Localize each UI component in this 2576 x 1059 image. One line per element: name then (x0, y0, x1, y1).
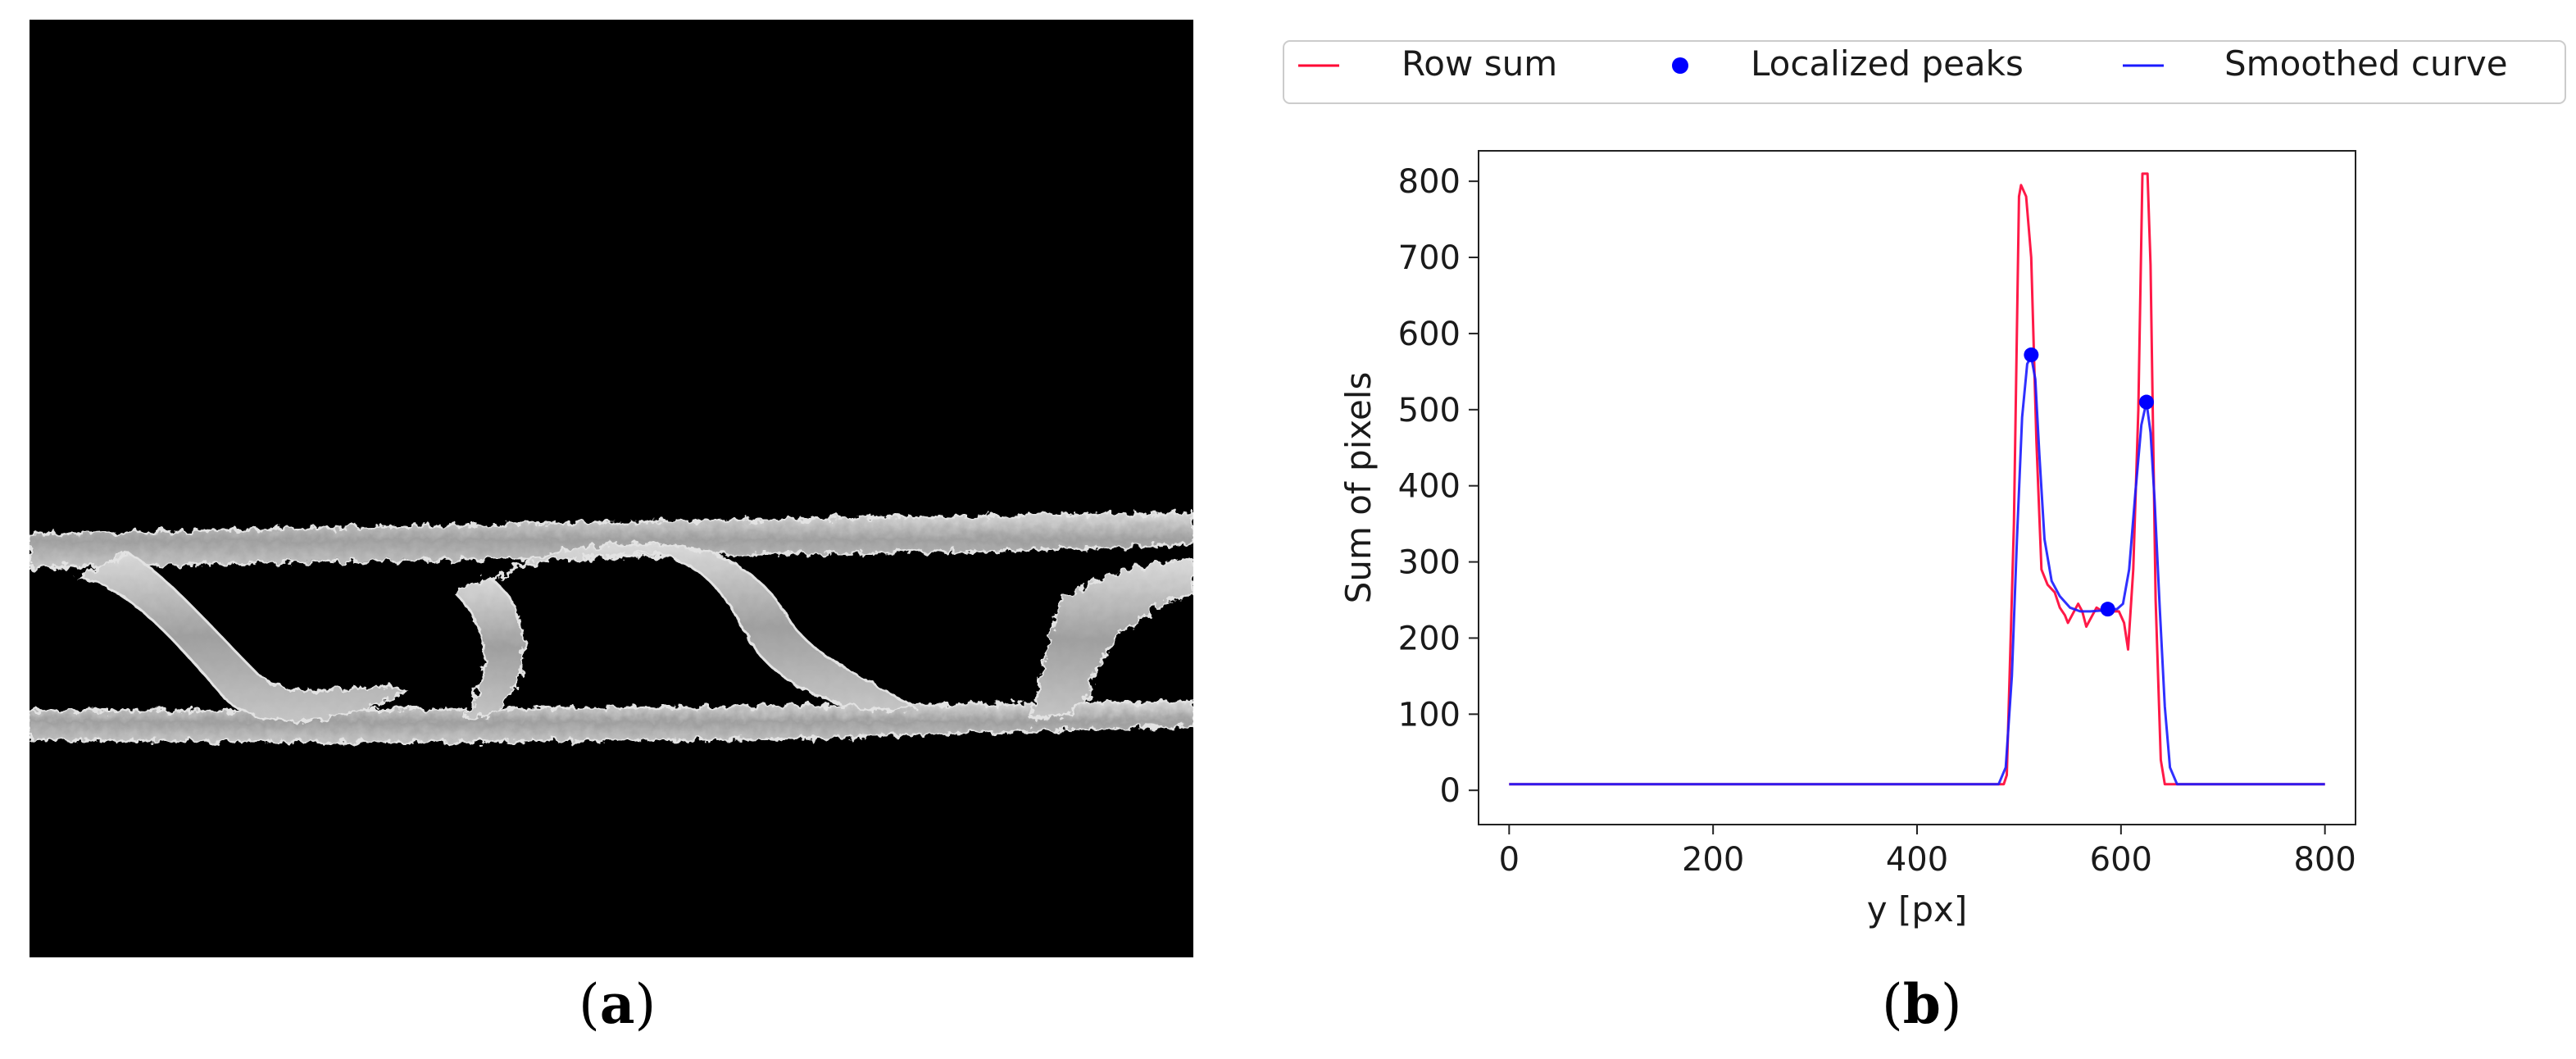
plot-frame (1478, 150, 2356, 825)
y-tick-label-100: 100 (1398, 696, 1461, 734)
y-axis-label: Sum of pixels (1338, 372, 1379, 604)
legend-swatch-peaks (1672, 57, 1688, 74)
x-tick-label-600: 600 (2090, 841, 2152, 879)
peak-marker-2 (2100, 602, 2115, 617)
sem-micrograph (30, 20, 1193, 957)
y-tick-label-0: 0 (1440, 772, 1461, 810)
caption-a: (a) (579, 972, 656, 1036)
legend-label-smoothed: Smoothed curve (2224, 43, 2508, 84)
x-axis-label: y [px] (1867, 889, 1968, 929)
row-sum-chart: Row sum Localized peaks Smoothed curve 0… (1283, 40, 2566, 929)
series-line-smoothed-curve (1509, 355, 2325, 786)
legend-label-peaks: Localized peaks (1751, 43, 2024, 84)
x-tick-label-200: 200 (1682, 841, 1744, 879)
caption-b: (b) (1882, 972, 1962, 1036)
fiber-structure (30, 511, 1193, 743)
y-tick-label-200: 200 (1398, 620, 1461, 657)
x-tick-label-400: 400 (1886, 841, 1948, 879)
y-tick-label-500: 500 (1398, 392, 1461, 430)
peak-marker-1 (2024, 347, 2039, 362)
legend-label-row-sum: Row sum (1402, 43, 1557, 84)
legend-frame (1283, 40, 2566, 104)
legend: Row sum Localized peaks Smoothed curve (1283, 40, 2566, 104)
plot-series (1509, 172, 2325, 786)
x-tick-label-800: 800 (2293, 841, 2356, 879)
peak-marker-3 (2138, 394, 2154, 410)
x-axis-ticks: 0 200 400 600 800 (1499, 825, 2356, 879)
x-tick-label-0: 0 (1499, 841, 1520, 879)
y-tick-label-300: 300 (1398, 544, 1461, 582)
y-tick-label-400: 400 (1398, 468, 1461, 506)
y-axis-ticks: 0 100 200 300 400 500 600 700 800 (1398, 163, 1479, 810)
y-tick-label-700: 700 (1398, 239, 1461, 277)
y-tick-label-600: 600 (1398, 316, 1461, 353)
y-tick-label-800: 800 (1398, 163, 1461, 201)
micrograph-background (30, 20, 1193, 957)
